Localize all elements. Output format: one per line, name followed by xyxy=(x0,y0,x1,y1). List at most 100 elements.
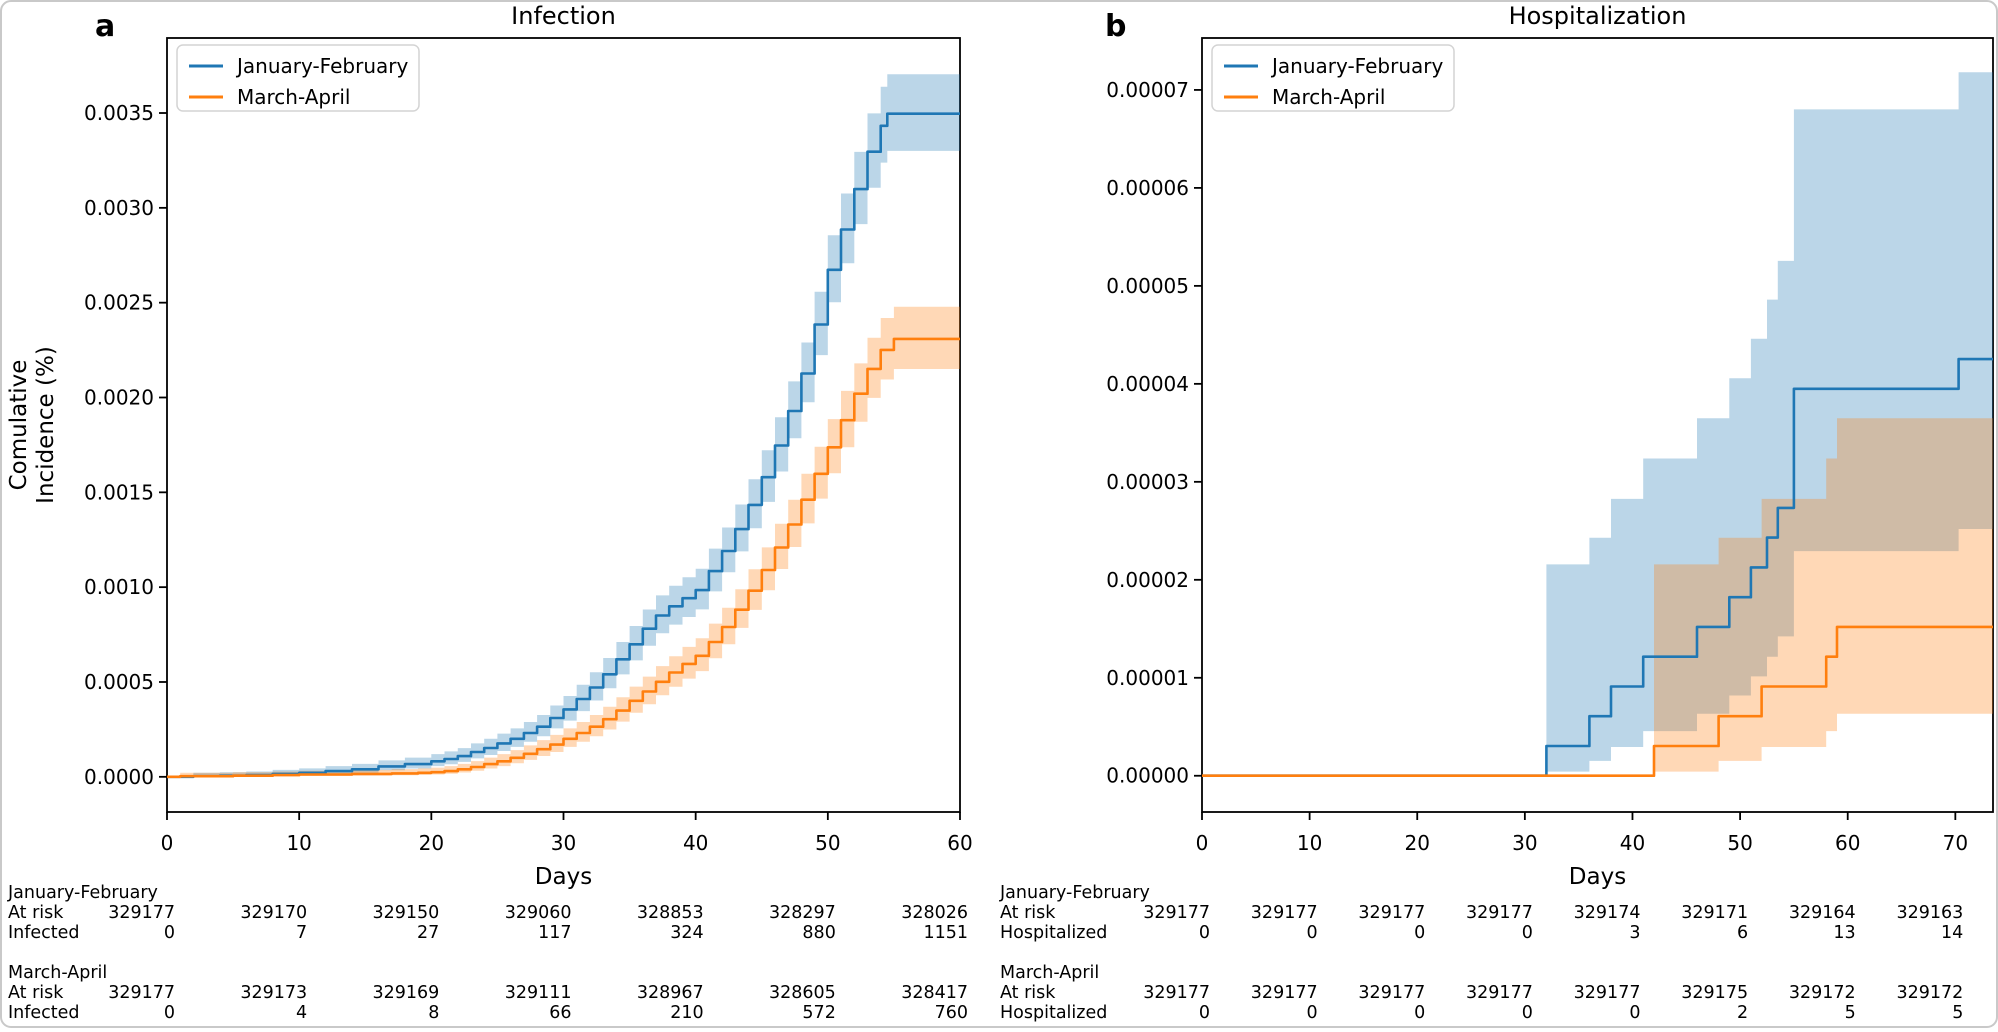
risk-table-atrisk-value: 329177 xyxy=(1251,983,1318,1003)
x-tick-label: 20 xyxy=(1405,831,1430,855)
x-tick-label: 20 xyxy=(419,831,444,855)
y-tick-label: 0.00000 xyxy=(1106,764,1189,788)
risk-table-atrisk-value: 329060 xyxy=(505,903,572,923)
y-tick-label: 0.0015 xyxy=(84,480,154,504)
risk-table-atrisk-value: 329177 xyxy=(1358,903,1425,923)
risk-table-event-label: Hospitalized xyxy=(1000,923,1107,943)
panel-letter: b xyxy=(1105,9,1126,44)
legend-box xyxy=(176,44,420,112)
y-tick-label: 0.00007 xyxy=(1106,78,1189,102)
legend-box xyxy=(1211,44,1455,112)
x-tick-label: 70 xyxy=(1943,831,1968,855)
risk-table-event-value: 0 xyxy=(1629,1003,1640,1023)
risk-table-atrisk-value: 329173 xyxy=(240,983,307,1003)
risk-table-event-value: 0 xyxy=(1199,923,1210,943)
risk-table-event-label: Infected xyxy=(8,1003,80,1023)
risk-table-atrisk-value: 328026 xyxy=(901,903,968,923)
risk-table-atrisk-value: 329177 xyxy=(1574,983,1641,1003)
risk-table-event-value: 66 xyxy=(549,1003,571,1023)
risk-table-atrisk-value: 329177 xyxy=(108,903,175,923)
risk-table-atrisk-value: 329177 xyxy=(108,983,175,1003)
legend-label: January-February xyxy=(235,54,408,78)
risk-table-atrisk-value: 329177 xyxy=(1358,983,1425,1003)
y-tick-label: 0.0005 xyxy=(84,670,154,694)
risk-table-atrisk-value: 329177 xyxy=(1466,903,1533,923)
series-line-jan_feb xyxy=(1202,357,1993,777)
risk-table-atrisk-value: 329170 xyxy=(240,903,307,923)
risk-table-group-label: March-April xyxy=(8,963,107,983)
risk-table-event-value: 0 xyxy=(1522,923,1533,943)
x-tick-label: 50 xyxy=(1727,831,1752,855)
y-tick-label: 0.0025 xyxy=(84,291,154,315)
risk-table-event-label: Hospitalized xyxy=(1000,1003,1107,1023)
legend-label: March-April xyxy=(1272,85,1385,109)
risk-table-event-value: 6 xyxy=(1737,923,1748,943)
risk-table-event-value: 210 xyxy=(670,1003,703,1023)
risk-table-event-value: 0 xyxy=(1522,1003,1533,1023)
y-tick-label: 0.00006 xyxy=(1106,176,1189,200)
risk-table-atrisk-value: 329172 xyxy=(1789,983,1856,1003)
y-tick-label: 0.0030 xyxy=(84,196,154,220)
panel-letter: a xyxy=(95,9,115,44)
risk-table-atrisk-value: 329111 xyxy=(505,983,572,1003)
risk-table-event-value: 324 xyxy=(670,923,703,943)
risk-table-event-value: 27 xyxy=(417,923,439,943)
risk-table-group-label: March-April xyxy=(1000,963,1099,983)
x-tick-label: 10 xyxy=(1297,831,1322,855)
risk-table-atrisk-value: 329172 xyxy=(1897,983,1964,1003)
risk-table-atrisk-value: 329175 xyxy=(1681,983,1748,1003)
risk-table-event-value: 760 xyxy=(935,1003,968,1023)
y-tick-label: 0.0020 xyxy=(84,385,154,409)
x-tick-label: 0 xyxy=(1196,831,1209,855)
x-tick-label: 60 xyxy=(1835,831,1860,855)
risk-table-event-value: 0 xyxy=(164,1003,175,1023)
series-line-mar_apr xyxy=(1202,625,1993,777)
series-line-mar_apr xyxy=(167,337,960,779)
risk-table-event-value: 4 xyxy=(296,1003,307,1023)
x-tick-label: 0 xyxy=(161,831,174,855)
risk-table-atrisk-value: 329171 xyxy=(1681,903,1748,923)
risk-table-group-label: January-February xyxy=(7,883,158,903)
chart-title: Hospitalization xyxy=(1509,2,1687,30)
risk-table-event-value: 1151 xyxy=(923,923,968,943)
y-axis-label: Incidence (%) xyxy=(33,346,59,504)
risk-table-atrisk-value: 329163 xyxy=(1897,903,1964,923)
risk-table-event-value: 572 xyxy=(802,1003,835,1023)
risk-table-event-value: 14 xyxy=(1941,923,1963,943)
risk-table-atrisk-label: At risk xyxy=(8,903,64,923)
legend-label: January-February xyxy=(1270,54,1443,78)
risk-table-group-label: January-February xyxy=(999,883,1150,903)
risk-table-atrisk-value: 328605 xyxy=(769,983,836,1003)
y-tick-label: 0.00004 xyxy=(1106,372,1189,396)
risk-table-atrisk-value: 329177 xyxy=(1251,903,1318,923)
risk-table-atrisk-value: 328853 xyxy=(637,903,704,923)
x-tick-label: 10 xyxy=(286,831,311,855)
risk-table-event-value: 0 xyxy=(1414,923,1425,943)
x-tick-label: 50 xyxy=(815,831,840,855)
x-tick-label: 30 xyxy=(551,831,576,855)
y-tick-label: 0.00002 xyxy=(1106,568,1189,592)
x-tick-label: 40 xyxy=(683,831,708,855)
risk-table-event-value: 7 xyxy=(296,923,307,943)
risk-table-atrisk-value: 329164 xyxy=(1789,903,1856,923)
risk-table-event-value: 880 xyxy=(802,923,835,943)
x-axis-label: Days xyxy=(1569,864,1626,890)
series-line-jan_feb xyxy=(167,112,960,779)
risk-table-atrisk-value: 329174 xyxy=(1574,903,1641,923)
y-tick-label: 0.00005 xyxy=(1106,274,1189,298)
y-tick-label: 0.00003 xyxy=(1106,470,1189,494)
risk-table-event-value: 117 xyxy=(538,923,571,943)
risk-table-atrisk-value: 328297 xyxy=(769,903,836,923)
legend-label: March-April xyxy=(237,85,350,109)
x-axis-label: Days xyxy=(535,864,592,890)
x-tick-label: 40 xyxy=(1620,831,1645,855)
chart-title: Infection xyxy=(511,2,616,30)
risk-table-event-value: 13 xyxy=(1833,923,1855,943)
risk-table-atrisk-value: 329150 xyxy=(373,903,440,923)
risk-table-atrisk-label: At risk xyxy=(8,983,64,1003)
risk-table-atrisk-label: At risk xyxy=(1000,903,1056,923)
risk-table-event-value: 5 xyxy=(1952,1003,1963,1023)
risk-table-event-value: 8 xyxy=(428,1003,439,1023)
